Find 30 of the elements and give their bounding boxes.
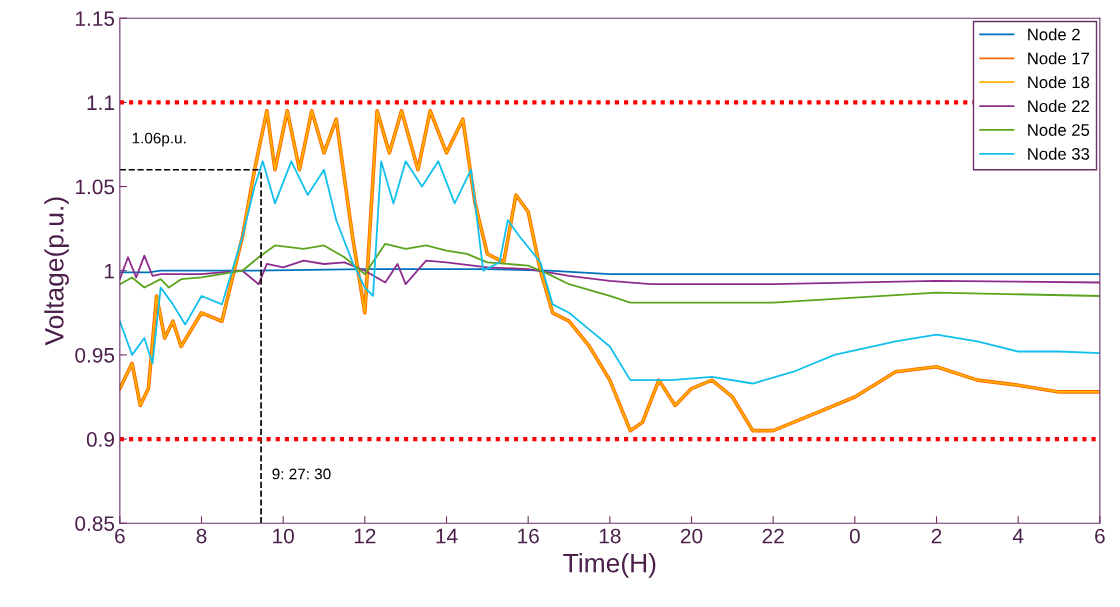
legend-label: Node 17: [1028, 52, 1090, 65]
legend-label: Node 2: [1028, 28, 1080, 41]
x-tick-label: 6: [115, 528, 125, 544]
y-tick-label: 1.15: [76, 11, 115, 26]
x-tick-label: 8: [196, 528, 207, 544]
x-tick-label: 10: [273, 528, 294, 544]
annotation: 9: 27: 30: [272, 468, 331, 480]
x-tick-label: 18: [599, 528, 621, 544]
x-tick-label: 2: [931, 528, 942, 544]
x-tick-label: 12: [354, 528, 376, 544]
legend-label: Node 33: [1028, 147, 1090, 160]
x-tick-label: 4: [1012, 528, 1024, 544]
legend-label: Node 18: [1028, 75, 1090, 89]
y-axis-title: Voltage(p.u.): [44, 197, 69, 346]
y-tick-label: 0.95: [75, 347, 115, 363]
y-tick-label: 0.85: [75, 516, 115, 531]
x-tick-label: 0: [849, 528, 860, 544]
y-tick-label: 1: [104, 263, 114, 279]
y-tick-label: 1.05: [76, 179, 115, 195]
annotation: 1.06p.u.: [132, 132, 186, 147]
x-tick-label: 20: [680, 528, 703, 544]
y-tick-label: 0.9: [86, 432, 114, 447]
legend-label: Node 25: [1028, 123, 1090, 136]
x-tick-label: 22: [762, 528, 784, 544]
x-axis-title: Time(H): [563, 553, 656, 578]
y-tick-label: 1.1: [87, 95, 114, 110]
x-tick-label: 16: [518, 528, 539, 544]
x-tick-label: 6: [1095, 528, 1105, 544]
x-tick-label: 14: [436, 528, 458, 544]
legend-label: Node 22: [1028, 99, 1090, 113]
